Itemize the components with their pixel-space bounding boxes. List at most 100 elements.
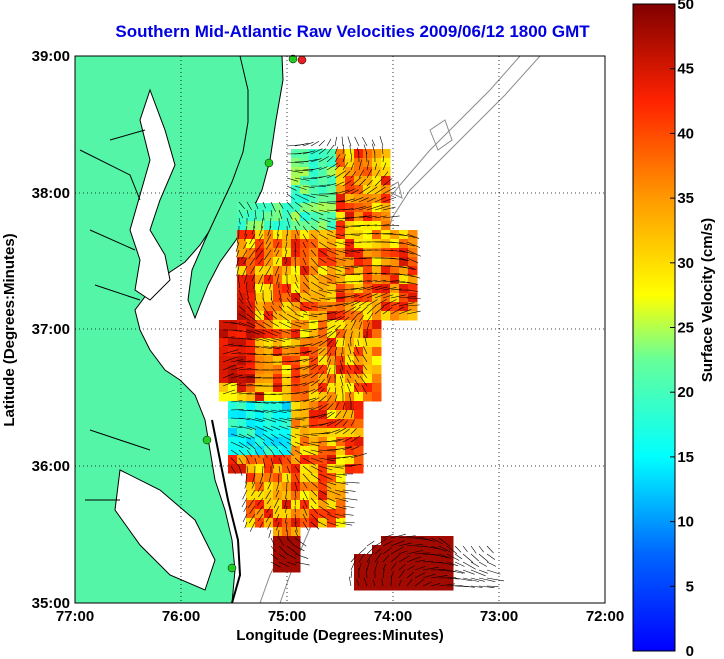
velocity-cell [246, 293, 256, 303]
velocity-cell [336, 410, 346, 420]
velocity-cell [327, 518, 337, 528]
velocity-arrow [286, 161, 304, 164]
velocity-cell [390, 302, 400, 312]
velocity-arrow [334, 521, 353, 526]
velocity-cell [363, 374, 373, 384]
velocity-arrow [254, 209, 257, 220]
velocity-cell [354, 338, 364, 348]
velocity-arrow [422, 545, 440, 550]
velocity-arrow [406, 549, 424, 555]
velocity-arrow [390, 302, 401, 307]
velocity-arrow [286, 529, 289, 541]
velocity-arrow [326, 265, 342, 272]
velocity-cell [381, 275, 391, 285]
velocity-cell [255, 311, 265, 321]
velocity-cell [417, 554, 427, 564]
velocity-cell [318, 230, 328, 240]
velocity-cell [264, 509, 274, 519]
velocity-cell [264, 518, 274, 528]
velocity-cell [246, 212, 256, 222]
velocity-cell [345, 248, 355, 258]
velocity-cell [300, 419, 310, 429]
velocity-cell [309, 482, 319, 492]
velocity-cell [354, 446, 364, 456]
velocity-arrow [334, 339, 339, 347]
velocity-cell [318, 338, 328, 348]
velocity-arrow [302, 177, 318, 179]
velocity-arrow [340, 352, 344, 363]
velocity-arrow [334, 146, 339, 155]
velocity-cell [264, 401, 274, 411]
velocity-cell [444, 572, 454, 582]
velocity-arrow [302, 305, 312, 310]
velocity-arrow [342, 162, 349, 171]
velocity-cell [291, 383, 301, 393]
velocity-arrow [257, 481, 264, 492]
velocity-arrow [246, 425, 257, 430]
velocity-arrow [302, 505, 308, 516]
velocity-cell [237, 329, 247, 339]
velocity-arrow [362, 136, 368, 147]
velocity-arrow [358, 321, 363, 331]
velocity-arrow [462, 545, 468, 553]
velocity-arrow [374, 292, 388, 299]
velocity-cell [228, 356, 238, 366]
velocity-cell [318, 401, 328, 411]
velocity-arrow [262, 345, 280, 350]
velocity-cell [318, 275, 328, 285]
velocity-arrow [374, 163, 377, 171]
velocity-arrow [350, 435, 361, 443]
velocity-cell [327, 347, 337, 357]
velocity-cell [372, 356, 382, 366]
velocity-cell [381, 302, 391, 312]
velocity-arrow [222, 373, 235, 379]
velocity-arrow [302, 273, 309, 283]
velocity-cell [246, 230, 256, 240]
velocity-arrow [350, 294, 360, 299]
velocity-cell [282, 347, 292, 357]
velocity-arrow [286, 465, 291, 474]
velocity-arrow [366, 299, 378, 307]
velocity-cell [327, 230, 337, 240]
velocity-cell [237, 338, 247, 348]
colorbar-tick: 40 [677, 125, 694, 142]
velocity-arrow [278, 457, 283, 466]
velocity-arrow [358, 553, 365, 563]
velocity-arrow [357, 339, 360, 347]
velocity-arrow [286, 352, 299, 355]
velocity-arrow [230, 383, 242, 387]
velocity-arrow [294, 457, 302, 464]
velocity-arrow [326, 273, 340, 279]
velocity-cell [264, 320, 274, 330]
velocity-cell [417, 536, 427, 546]
velocity-arrow [262, 209, 265, 221]
velocity-arrow [342, 336, 345, 347]
velocity-arrow [310, 505, 319, 515]
velocity-arrow [390, 576, 392, 587]
velocity-arrow [238, 209, 244, 219]
velocity-arrow [318, 249, 329, 257]
velocity-arrow [382, 287, 397, 291]
velocity-cell [273, 284, 283, 294]
pamlico-sound [114, 469, 216, 591]
velocity-arrow [350, 453, 367, 459]
velocity-arrow [286, 321, 302, 328]
velocity-cell [255, 509, 265, 519]
velocity-cell [255, 203, 265, 213]
velocity-cell [273, 446, 283, 456]
velocity-arrow [334, 164, 341, 171]
velocity-arrow [390, 294, 406, 299]
velocity-cell [282, 545, 292, 555]
velocity-arrow [334, 481, 349, 485]
velocity-cell [291, 275, 301, 285]
velocity-cell [327, 158, 337, 168]
velocity-cell [246, 500, 256, 510]
velocity-arrow [251, 481, 256, 489]
velocity-arrow [390, 554, 400, 563]
velocity-arrow [398, 579, 402, 587]
velocity-arrow [242, 489, 248, 500]
velocity-arrow [262, 321, 272, 328]
velocity-arrow [310, 249, 317, 257]
velocity-arrow [262, 201, 266, 209]
velocity-arrow [381, 146, 384, 155]
